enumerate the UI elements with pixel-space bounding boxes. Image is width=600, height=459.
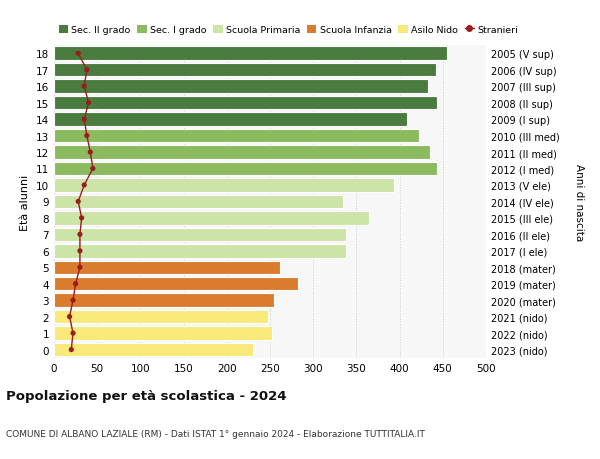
Legend: Sec. II grado, Sec. I grado, Scuola Primaria, Scuola Infanzia, Asilo Nido, Stran: Sec. II grado, Sec. I grado, Scuola Prim… bbox=[59, 26, 518, 35]
Y-axis label: Anni di nascita: Anni di nascita bbox=[574, 163, 584, 241]
Point bbox=[79, 83, 89, 90]
Bar bbox=[54, 245, 346, 258]
Point bbox=[77, 215, 86, 222]
Point bbox=[75, 231, 85, 239]
Bar bbox=[54, 195, 343, 209]
Point bbox=[68, 297, 78, 304]
Text: COMUNE DI ALBANO LAZIALE (RM) - Dati ISTAT 1° gennaio 2024 - Elaborazione TUTTIT: COMUNE DI ALBANO LAZIALE (RM) - Dati IST… bbox=[6, 429, 425, 438]
Bar bbox=[54, 146, 430, 159]
Point bbox=[75, 247, 85, 255]
Bar bbox=[54, 179, 394, 192]
Bar bbox=[54, 261, 280, 274]
Point bbox=[79, 182, 89, 189]
Bar bbox=[54, 327, 272, 340]
Point bbox=[75, 264, 85, 271]
Y-axis label: Età alunni: Età alunni bbox=[20, 174, 31, 230]
Point bbox=[73, 198, 83, 206]
Point bbox=[71, 280, 80, 288]
Point bbox=[82, 133, 92, 140]
Point bbox=[68, 330, 78, 337]
Bar bbox=[54, 129, 419, 143]
Bar bbox=[54, 310, 268, 324]
Point bbox=[73, 50, 83, 58]
Bar bbox=[54, 97, 437, 110]
Bar bbox=[54, 162, 437, 176]
Bar bbox=[54, 64, 436, 77]
Bar bbox=[54, 343, 253, 357]
Bar bbox=[54, 113, 407, 127]
Point bbox=[82, 67, 92, 74]
Text: Popolazione per età scolastica - 2024: Popolazione per età scolastica - 2024 bbox=[6, 389, 287, 403]
Bar bbox=[54, 212, 370, 225]
Point bbox=[79, 116, 89, 123]
Point bbox=[88, 165, 98, 173]
Point bbox=[65, 313, 74, 321]
Point bbox=[84, 100, 94, 107]
Bar bbox=[54, 228, 346, 241]
Bar bbox=[54, 277, 298, 291]
Bar bbox=[54, 47, 447, 61]
Bar bbox=[54, 80, 428, 94]
Point bbox=[85, 149, 95, 157]
Bar bbox=[54, 294, 274, 307]
Point bbox=[67, 346, 76, 353]
